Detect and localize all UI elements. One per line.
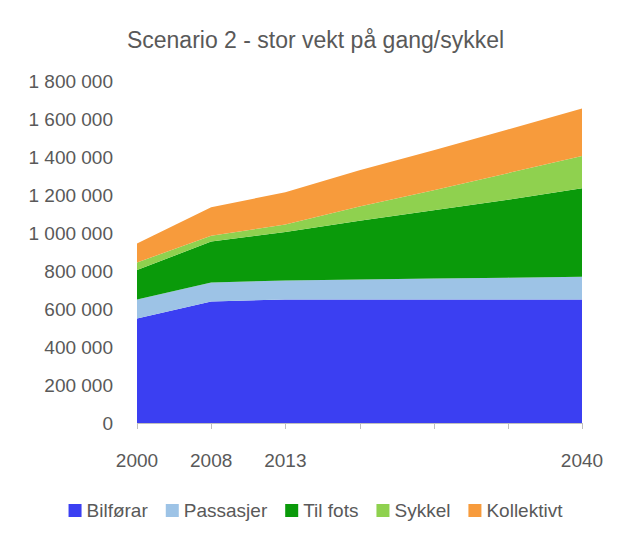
y-tick-label: 400 000 bbox=[44, 337, 113, 358]
x-tick bbox=[582, 423, 583, 429]
y-tick-label: 1 400 000 bbox=[28, 147, 113, 168]
area bbox=[137, 300, 582, 424]
y-tick-label: 1 800 000 bbox=[28, 71, 113, 92]
legend-label: Bilførar bbox=[87, 500, 149, 521]
x-tick-label: 2013 bbox=[264, 450, 306, 471]
background bbox=[0, 0, 631, 540]
legend-label: Til fots bbox=[303, 500, 358, 521]
y-tick-label: 1 200 000 bbox=[28, 185, 113, 206]
x-tick bbox=[434, 423, 435, 429]
legend-swatch bbox=[285, 504, 298, 517]
y-tick-label: 1 600 000 bbox=[28, 109, 113, 130]
y-tick-label: 200 000 bbox=[44, 375, 113, 396]
area bbox=[137, 109, 582, 263]
x-tick bbox=[508, 423, 509, 429]
chart: Scenario 2 - stor vekt på gang/sykkel020… bbox=[0, 0, 631, 540]
areas bbox=[137, 109, 582, 423]
x-tick bbox=[360, 423, 361, 429]
legend: Bilførar Passasjer Til fots Sykkel Kollektiv… bbox=[69, 500, 564, 521]
title: Scenario 2 - stor vekt på gang/sykkel bbox=[127, 27, 504, 53]
x-tick-label: 2040 bbox=[561, 450, 603, 471]
y-tick-label: 0 bbox=[102, 413, 113, 434]
legend-label: Kollektivt bbox=[486, 500, 563, 521]
y-tick-label: 600 000 bbox=[44, 299, 113, 320]
x-axis bbox=[137, 423, 582, 424]
x-tick-label: 2008 bbox=[190, 450, 232, 471]
legend-swatch bbox=[166, 504, 179, 517]
y-tick-label: 800 000 bbox=[44, 261, 113, 282]
legend-swatch bbox=[376, 504, 389, 517]
x-tick-label: 2000 bbox=[116, 450, 158, 471]
x-tick bbox=[211, 423, 212, 429]
x-tick bbox=[137, 423, 138, 429]
legend-label: Passasjer bbox=[184, 500, 268, 521]
legend-label: Sykkel bbox=[394, 500, 450, 521]
y-tick-label: 1 000 000 bbox=[28, 223, 113, 244]
legend-swatch bbox=[468, 504, 481, 517]
legend-swatch bbox=[69, 504, 82, 517]
x-tick bbox=[285, 423, 286, 429]
